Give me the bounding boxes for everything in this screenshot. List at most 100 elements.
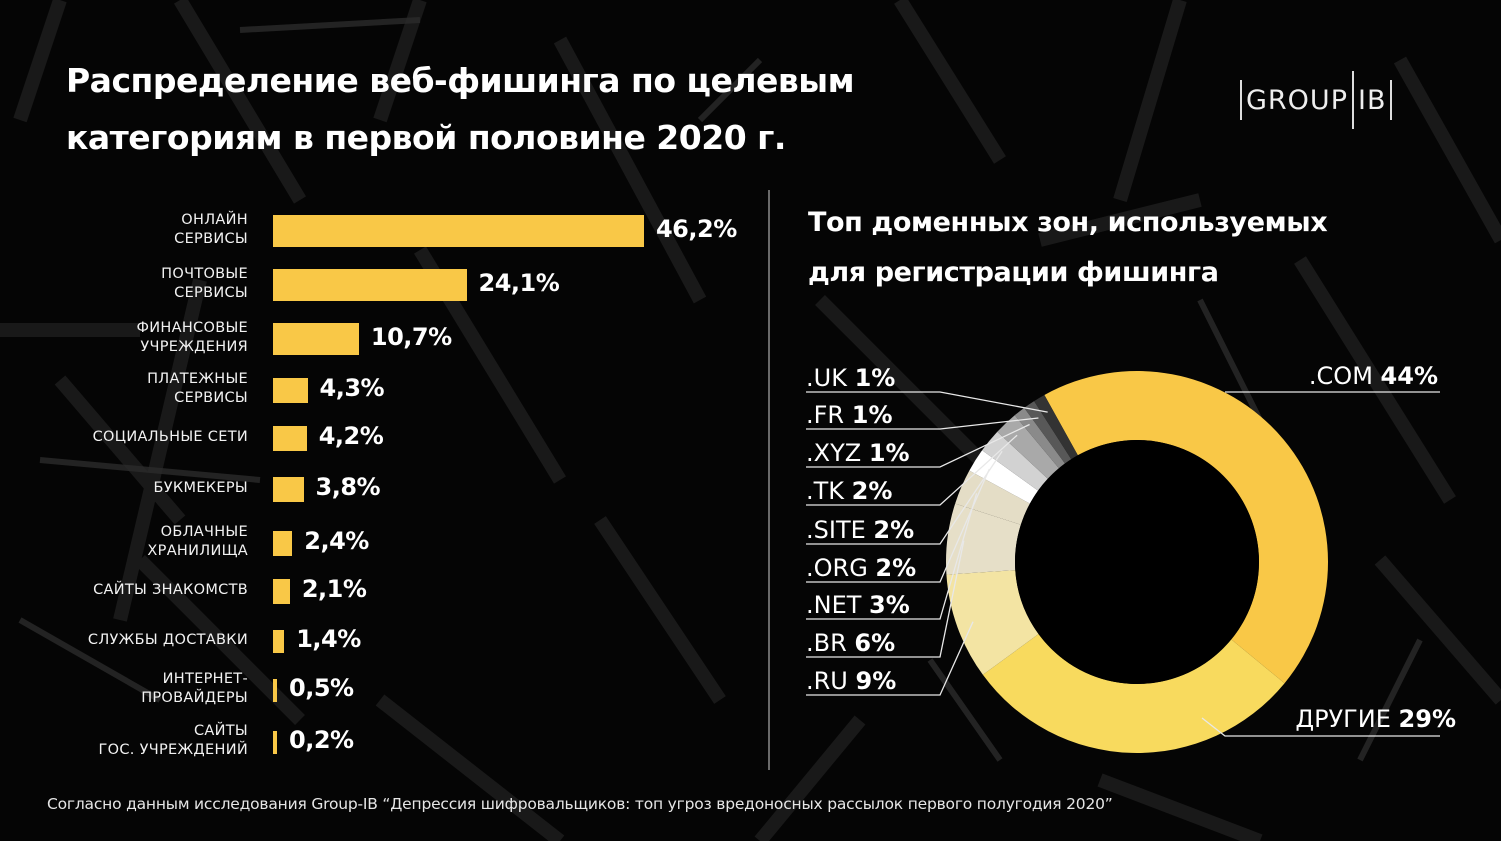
donut-hole	[1015, 440, 1259, 684]
donut-legend-label: .ORG 2%	[806, 554, 916, 582]
legend-domain: .NET	[806, 591, 869, 619]
leader-line	[806, 621, 974, 696]
donut-legend-label: .RU 9%	[806, 667, 896, 695]
legend-domain: ДРУГИЕ	[1295, 705, 1398, 733]
legend-domain: .UK	[806, 364, 855, 392]
page-title: Распределение веб-фишинга по целевым кат…	[66, 52, 1066, 166]
donut-legend-label: .COM 44%	[1309, 362, 1438, 390]
bar-category-label: СЛУЖБЫ ДОСТАВКИ	[87, 631, 248, 648]
leader-line	[806, 540, 965, 658]
bar-value-label: 0,2%	[289, 726, 354, 754]
bar-value-label: 10,7%	[370, 323, 452, 351]
bar	[273, 425, 307, 451]
legend-value: 2%	[873, 516, 914, 544]
bar-category-label: ФИНАНСОВЫЕ УЧРЕЖДЕНИЯ	[136, 320, 248, 355]
bar-value-label: 1,4%	[296, 625, 361, 653]
bar	[273, 476, 304, 502]
donut-legend-label: .NET 3%	[806, 591, 910, 619]
legend-domain: .FR	[806, 401, 852, 429]
legend-domain: .ORG	[806, 554, 875, 582]
donut-legend-label: .SITE 2%	[806, 516, 914, 544]
donut-slice-tk	[997, 415, 1059, 479]
donut-legend-label: .TK 2%	[806, 477, 892, 505]
bar-category-label: БУКМЕКЕРЫ	[153, 479, 248, 496]
logo-text-ib: IB	[1357, 84, 1387, 116]
legend-domain: .BR	[806, 629, 854, 657]
bar-category-label: ОБЛАЧНЫЕ ХРАНИЛИЩА	[147, 524, 248, 559]
donut-slice-br	[946, 503, 1021, 575]
legend-domain: .COM	[1309, 362, 1381, 390]
bar	[273, 578, 290, 604]
legend-domain: .XYZ	[806, 439, 869, 467]
legend-value: 1%	[855, 364, 896, 392]
leader-line	[806, 423, 1030, 468]
bar-value-label: 2,1%	[301, 575, 367, 603]
bar-value-label: 0,5%	[289, 674, 354, 702]
bar-value-label: 2,4%	[304, 527, 369, 555]
bar	[273, 323, 359, 355]
logo-divider	[1240, 80, 1242, 120]
legend-value: 2%	[852, 477, 893, 505]
donut-slice-fr	[1024, 401, 1072, 464]
legend-domain: .SITE	[806, 516, 873, 544]
bar-value-label: 24,1%	[478, 269, 560, 297]
donut-legend-label: .UK 1%	[806, 364, 895, 392]
legend-domain: .RU	[806, 667, 856, 695]
leader-line	[806, 417, 1039, 430]
donut-chart-title: Топ доменных зон, используемых для регис…	[808, 198, 1488, 298]
donut-title-line-1: Топ доменных зон, используемых	[808, 207, 1328, 238]
legend-value: 1%	[869, 439, 910, 467]
bar-category-label: САЙТЫ ГОС. УЧРЕЖДЕНИЙ	[98, 723, 248, 758]
section-divider	[768, 190, 770, 770]
bar	[273, 629, 285, 653]
page-title-line-1: Распределение веб-фишинга по целевым	[66, 61, 855, 100]
leader-line	[806, 391, 1048, 413]
page-title-line-2: категориям в первой половине 2020 г.	[66, 118, 786, 157]
donut-slice-com	[1044, 370, 1328, 684]
legend-value: 44%	[1381, 362, 1438, 390]
legend-value: 3%	[869, 591, 910, 619]
bar	[273, 730, 277, 754]
donut-legend-label: .XYZ 1%	[806, 439, 910, 467]
donut-slice-net	[955, 470, 1030, 525]
bar-value-label: 46,2%	[655, 215, 737, 243]
bar-value-label: 4,2%	[318, 422, 384, 450]
donut-title-line-2: для регистрации фишинга	[808, 257, 1219, 288]
source-footnote: Согласно данным исследования Group-IB “Д…	[47, 795, 1113, 813]
legend-value: 2%	[875, 554, 916, 582]
bar-category-label: СОЦИАЛЬНЫЕ СЕТИ	[92, 428, 248, 445]
legend-value: 6%	[854, 629, 895, 657]
bar	[273, 678, 277, 702]
bar	[273, 269, 467, 301]
bar-category-label: ПОЧТОВЫЕ СЕРВИСЫ	[161, 266, 248, 301]
leader-line	[806, 434, 1018, 506]
donut-slice-site	[982, 431, 1048, 491]
donut-legend-label: ДРУГИЕ 29%	[1295, 705, 1456, 733]
logo-divider	[1351, 71, 1354, 129]
bar	[273, 215, 644, 247]
donut-legend-label: .FR 1%	[806, 401, 893, 429]
bar-category-label: ОНЛАЙН СЕРВИСЫ	[174, 212, 248, 247]
bar-value-label: 3,8%	[315, 473, 381, 501]
legend-value: 9%	[856, 667, 897, 695]
bar-value-label: 4,3%	[319, 374, 385, 402]
bar-category-label: ПЛАТЕЖНЫЕ СЕРВИСЫ	[147, 371, 248, 406]
legend-value: 29%	[1399, 705, 1456, 733]
donut-slice-xyz	[1014, 407, 1065, 469]
bar	[273, 530, 293, 556]
logo-divider	[1390, 80, 1393, 120]
legend-value: 1%	[852, 401, 893, 429]
bar-category-label: САЙТЫ ЗНАКОМСТВ	[93, 581, 248, 598]
leader-line	[806, 450, 1003, 545]
bar-category-label: ИНТЕРНЕТ- ПРОВАЙДЕРЫ	[141, 671, 248, 706]
group-ib-logo: GROUP IB	[1236, 68, 1396, 132]
leader-line	[1201, 717, 1440, 737]
donut-slice-ru	[946, 570, 1039, 675]
donut-legend-label: .BR 6%	[806, 629, 895, 657]
legend-domain: .TK	[806, 477, 852, 505]
leader-line	[806, 493, 978, 620]
bar	[273, 377, 308, 403]
logo-text-group: GROUP	[1246, 84, 1348, 116]
